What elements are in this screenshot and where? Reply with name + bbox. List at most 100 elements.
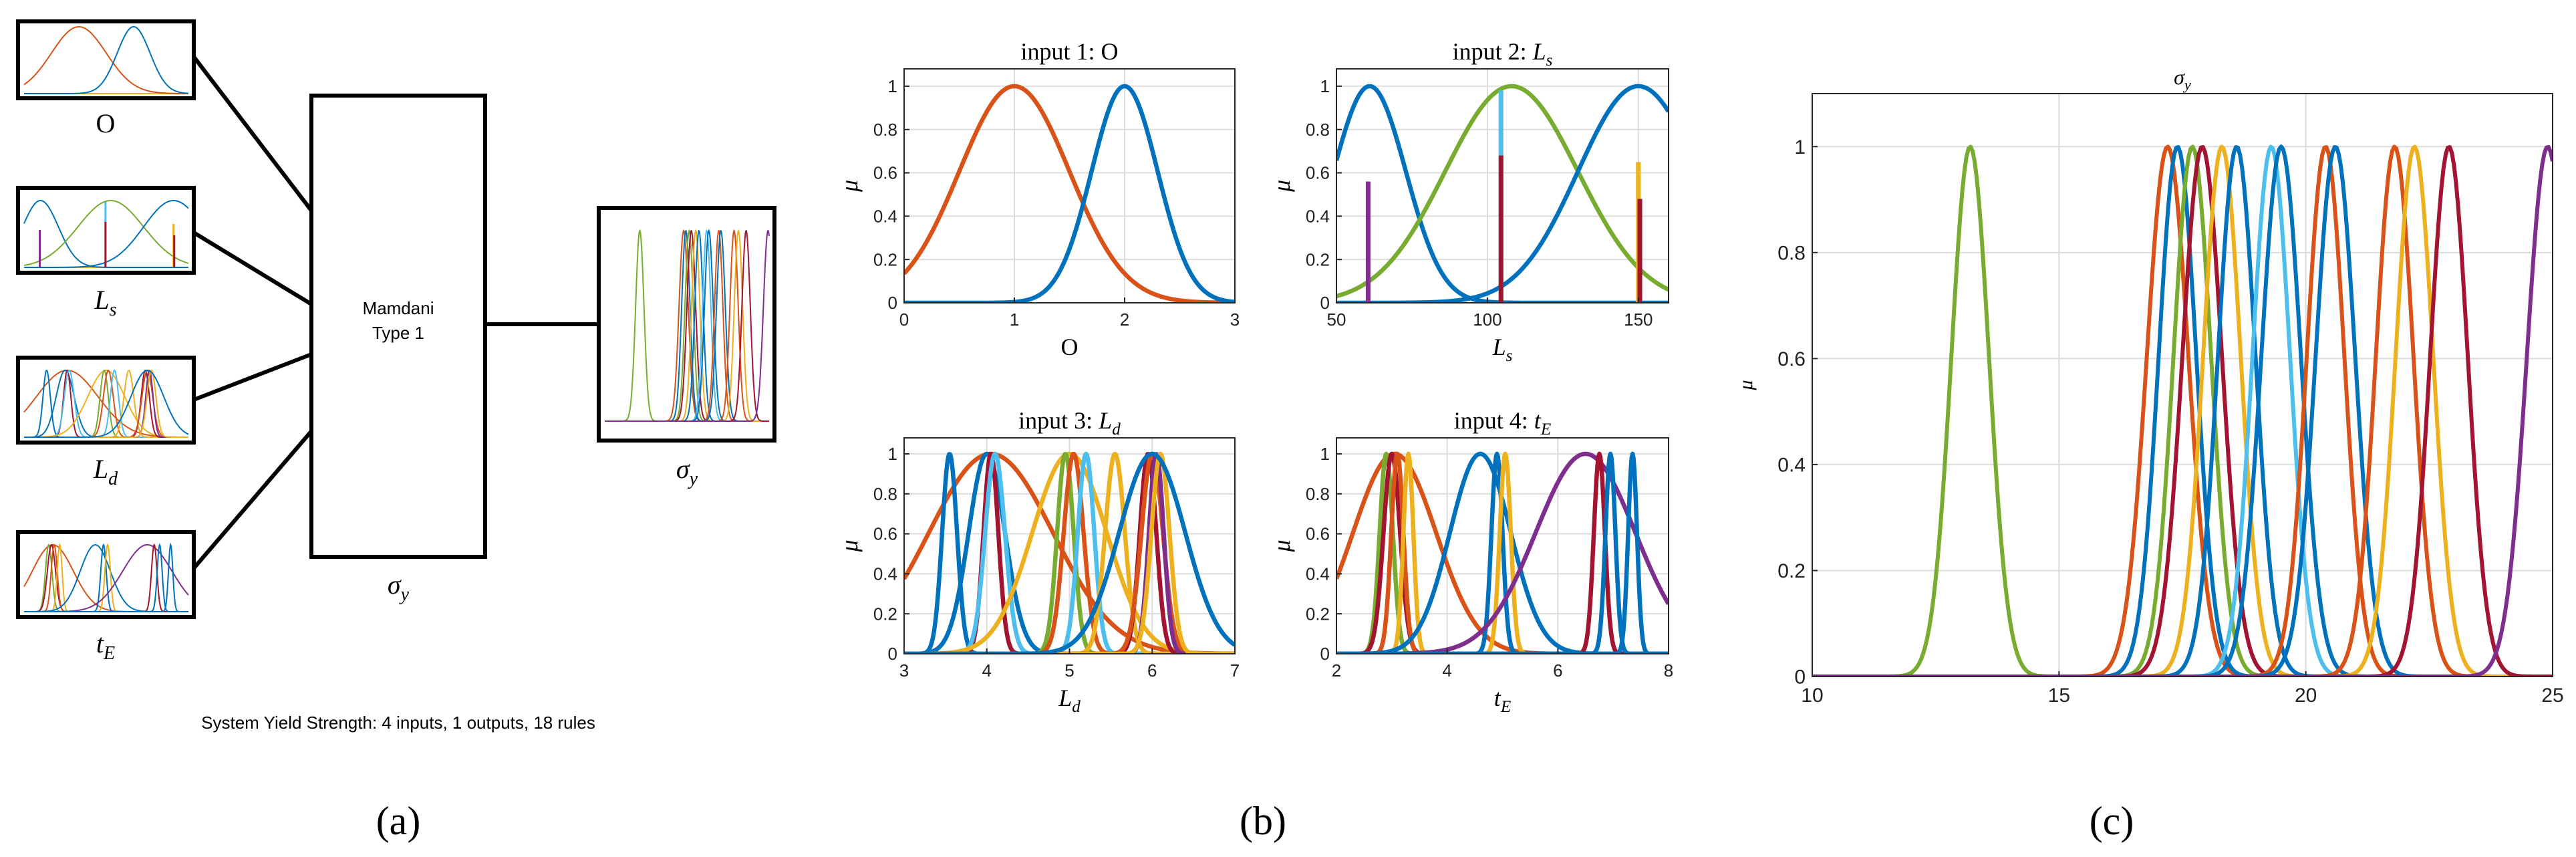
x-tick-label: 15	[2048, 685, 2070, 707]
series-line-0	[1812, 144, 2553, 677]
y-axis-label: μ	[1735, 380, 1757, 390]
panel-label-b: (b)	[1240, 799, 1286, 843]
y-tick-label: 0.8	[873, 484, 897, 504]
chart-title: input 2: Ls	[1453, 38, 1553, 70]
series-line-5	[1812, 144, 2553, 677]
x-tick-label: 1	[1010, 310, 1019, 330]
x-tick-label: 5	[1064, 660, 1074, 681]
series-line-0	[904, 84, 1235, 303]
axes-box	[1812, 93, 2553, 677]
x-tick-label: 10	[1801, 685, 1823, 707]
y-axis-label: μ	[1268, 539, 1295, 552]
axes-box	[1336, 68, 1669, 303]
x-tick-label: 20	[2295, 685, 2317, 707]
series-group	[904, 84, 1235, 303]
axes-box	[903, 68, 1236, 303]
output-box: σy	[597, 206, 776, 489]
series-line-2	[1812, 145, 2553, 677]
series-line-7	[904, 452, 1235, 654]
series-line-1	[1812, 144, 2553, 677]
x-axis-label: Ls	[1492, 334, 1513, 365]
y-tick-label: 0.8	[873, 120, 897, 140]
y-tick-label: 0.8	[1306, 484, 1330, 504]
y-axis-label: μ	[836, 539, 863, 552]
series-line-3	[1336, 451, 1669, 654]
series-line-2	[1336, 451, 1669, 654]
y-tick-label: 0.2	[873, 249, 897, 269]
series-line-13	[904, 451, 1235, 654]
series-line-6	[1336, 451, 1669, 654]
input-thumbnail-ld	[23, 369, 189, 438]
x-tick-label: 0	[899, 310, 909, 330]
thumbnail-series-1	[23, 199, 189, 266]
x-tick-label: 4	[1442, 660, 1451, 681]
y-tick-label: 0	[888, 644, 897, 664]
input-thumbnail-te	[23, 542, 189, 612]
y-tick-label: 0.2	[873, 604, 897, 624]
fis-diagram: O Ls Ld tE Mamdani Type 1 σy σ	[16, 19, 776, 733]
series-line-3	[1812, 144, 2553, 677]
chart-input-te: 2 4 6 8 0 0.2 0.4 0.6 0.8 1 input 4: tE tE μ	[1268, 407, 1673, 716]
y-tick-label: 0.4	[873, 564, 897, 584]
thumbnail-series-14	[24, 369, 189, 438]
input-thumbnail-o	[23, 25, 189, 94]
y-tick-label: 0.2	[1777, 560, 1806, 582]
x-axis-label: tE	[1494, 685, 1511, 716]
chart-input-ld: 3 4 5 6 7 0 0.2 0.4 0.6 0.8 1 input 3: Ld Ld μ	[836, 407, 1240, 716]
series-line-13	[1812, 145, 2553, 677]
y-tick-label: 1	[888, 76, 897, 96]
system-output-label: σy	[388, 570, 410, 605]
y-tick-label: 0.6	[1306, 524, 1330, 544]
y-tick-label: 0	[1320, 293, 1330, 313]
plot-area	[904, 69, 1235, 303]
x-tick-label: 2	[1120, 310, 1129, 330]
y-tick-label: 0.4	[873, 206, 897, 226]
system-type: Type 1	[372, 323, 424, 343]
series-line-11	[1812, 144, 2553, 677]
output-label: σy	[676, 454, 698, 489]
input-label-ls: Ls	[94, 285, 116, 320]
x-tick-label: 6	[1147, 660, 1157, 681]
chart-title: input 3: Ld	[1018, 407, 1121, 439]
y-tick-label: 0.6	[873, 163, 897, 183]
y-tick-label: 1	[1320, 76, 1330, 96]
x-tick-label: 2	[1332, 660, 1341, 681]
x-tick-label: 7	[1230, 660, 1240, 681]
x-axis-label: Ld	[1058, 685, 1081, 716]
x-axis-label: O	[1061, 334, 1079, 360]
y-tick-label: 1	[888, 444, 897, 464]
y-tick-label: 0.2	[1306, 604, 1330, 624]
x-tick-label: 8	[1664, 660, 1673, 681]
x-tick-label: 6	[1553, 660, 1562, 681]
x-tick-label: 4	[982, 660, 992, 681]
x-tick-label: 150	[1624, 310, 1653, 330]
chart-input-ls: 50 100 150 0 0.2 0.4 0.6 0.8 1 input 2: Ls Ls μ	[1268, 38, 1669, 365]
y-tick-label: 0.6	[873, 524, 897, 544]
series-line-11	[904, 451, 1235, 654]
series-line-6	[1812, 145, 2553, 677]
y-tick-label: 0.4	[1306, 206, 1330, 226]
series-line-1	[904, 452, 1235, 654]
input-box-te: tE	[16, 530, 196, 664]
input-label-o: O	[96, 108, 116, 138]
fis-connectors	[192, 55, 599, 570]
x-tick-label: 3	[899, 660, 909, 681]
y-tick-label: 0	[888, 293, 897, 313]
x-tick-label: 100	[1473, 310, 1501, 330]
y-tick-label: 0.6	[1306, 163, 1330, 183]
y-tick-label: 0.8	[1306, 120, 1330, 140]
input-label-ld: Ld	[93, 454, 118, 489]
input-box-ld: Ld	[16, 356, 196, 489]
system-name: Mamdani	[363, 298, 434, 318]
y-tick-label: 0.4	[1306, 564, 1330, 584]
series-line-8	[904, 451, 1235, 654]
x-tick-label: 50	[1327, 310, 1346, 330]
output-thumbnail	[605, 229, 770, 422]
thumbnail-series-14	[605, 229, 770, 422]
series-line-1	[904, 84, 1235, 303]
input-box-o: O	[16, 19, 196, 138]
chart-title: input 1: O	[1020, 38, 1118, 65]
y-tick-label: 0.4	[1777, 454, 1806, 476]
series-group	[1336, 451, 1669, 654]
